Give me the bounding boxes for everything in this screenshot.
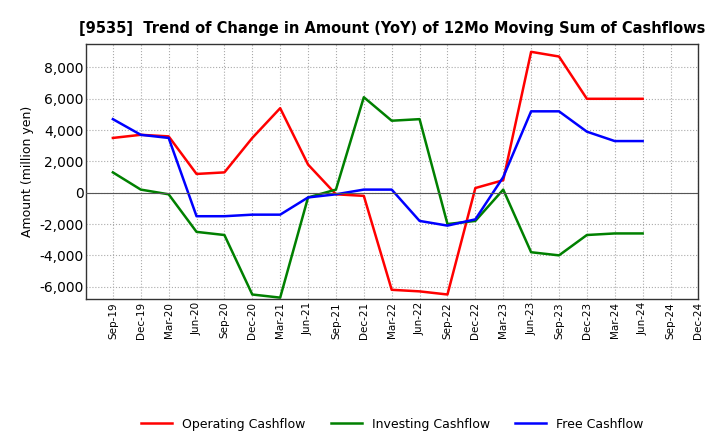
- Operating Cashflow: [499, 178, 508, 183]
- Line: Investing Cashflow: Investing Cashflow: [113, 97, 643, 297]
- Free Cashflow: [304, 195, 312, 200]
- Investing Cashflow: [109, 170, 117, 175]
- Free Cashflow: [332, 192, 341, 197]
- Free Cashflow: [164, 135, 173, 140]
- Operating Cashflow: [527, 49, 536, 55]
- Title: [9535]  Trend of Change in Amount (YoY) of 12Mo Moving Sum of Cashflows: [9535] Trend of Change in Amount (YoY) o…: [79, 21, 706, 36]
- Free Cashflow: [527, 109, 536, 114]
- Investing Cashflow: [276, 295, 284, 300]
- Investing Cashflow: [304, 195, 312, 200]
- Free Cashflow: [248, 212, 256, 217]
- Operating Cashflow: [359, 193, 368, 198]
- Free Cashflow: [359, 187, 368, 192]
- Investing Cashflow: [332, 187, 341, 192]
- Legend: Operating Cashflow, Investing Cashflow, Free Cashflow: Operating Cashflow, Investing Cashflow, …: [136, 413, 649, 436]
- Free Cashflow: [276, 212, 284, 217]
- Free Cashflow: [137, 132, 145, 137]
- Free Cashflow: [192, 213, 201, 219]
- Free Cashflow: [415, 218, 424, 224]
- Investing Cashflow: [192, 229, 201, 235]
- Free Cashflow: [109, 117, 117, 122]
- Free Cashflow: [611, 139, 619, 144]
- Operating Cashflow: [639, 96, 647, 102]
- Operating Cashflow: [415, 289, 424, 294]
- Investing Cashflow: [359, 95, 368, 100]
- Operating Cashflow: [582, 96, 591, 102]
- Free Cashflow: [387, 187, 396, 192]
- Operating Cashflow: [164, 134, 173, 139]
- Free Cashflow: [554, 109, 563, 114]
- Operating Cashflow: [554, 54, 563, 59]
- Operating Cashflow: [304, 162, 312, 167]
- Free Cashflow: [499, 174, 508, 180]
- Investing Cashflow: [387, 118, 396, 123]
- Y-axis label: Amount (million yen): Amount (million yen): [21, 106, 34, 237]
- Free Cashflow: [220, 213, 229, 219]
- Investing Cashflow: [639, 231, 647, 236]
- Investing Cashflow: [137, 187, 145, 192]
- Investing Cashflow: [554, 253, 563, 258]
- Investing Cashflow: [415, 117, 424, 122]
- Operating Cashflow: [109, 135, 117, 140]
- Operating Cashflow: [192, 171, 201, 176]
- Free Cashflow: [443, 223, 451, 228]
- Investing Cashflow: [443, 221, 451, 227]
- Operating Cashflow: [332, 192, 341, 197]
- Investing Cashflow: [471, 218, 480, 224]
- Line: Operating Cashflow: Operating Cashflow: [113, 52, 643, 294]
- Operating Cashflow: [248, 135, 256, 140]
- Investing Cashflow: [611, 231, 619, 236]
- Line: Free Cashflow: Free Cashflow: [113, 111, 643, 226]
- Operating Cashflow: [471, 185, 480, 191]
- Investing Cashflow: [527, 249, 536, 255]
- Operating Cashflow: [387, 287, 396, 293]
- Operating Cashflow: [443, 292, 451, 297]
- Free Cashflow: [639, 139, 647, 144]
- Investing Cashflow: [499, 187, 508, 192]
- Investing Cashflow: [220, 232, 229, 238]
- Operating Cashflow: [611, 96, 619, 102]
- Investing Cashflow: [248, 292, 256, 297]
- Free Cashflow: [471, 217, 480, 222]
- Operating Cashflow: [220, 170, 229, 175]
- Operating Cashflow: [137, 132, 145, 137]
- Free Cashflow: [582, 129, 591, 134]
- Operating Cashflow: [276, 106, 284, 111]
- Investing Cashflow: [164, 192, 173, 197]
- Investing Cashflow: [582, 232, 591, 238]
